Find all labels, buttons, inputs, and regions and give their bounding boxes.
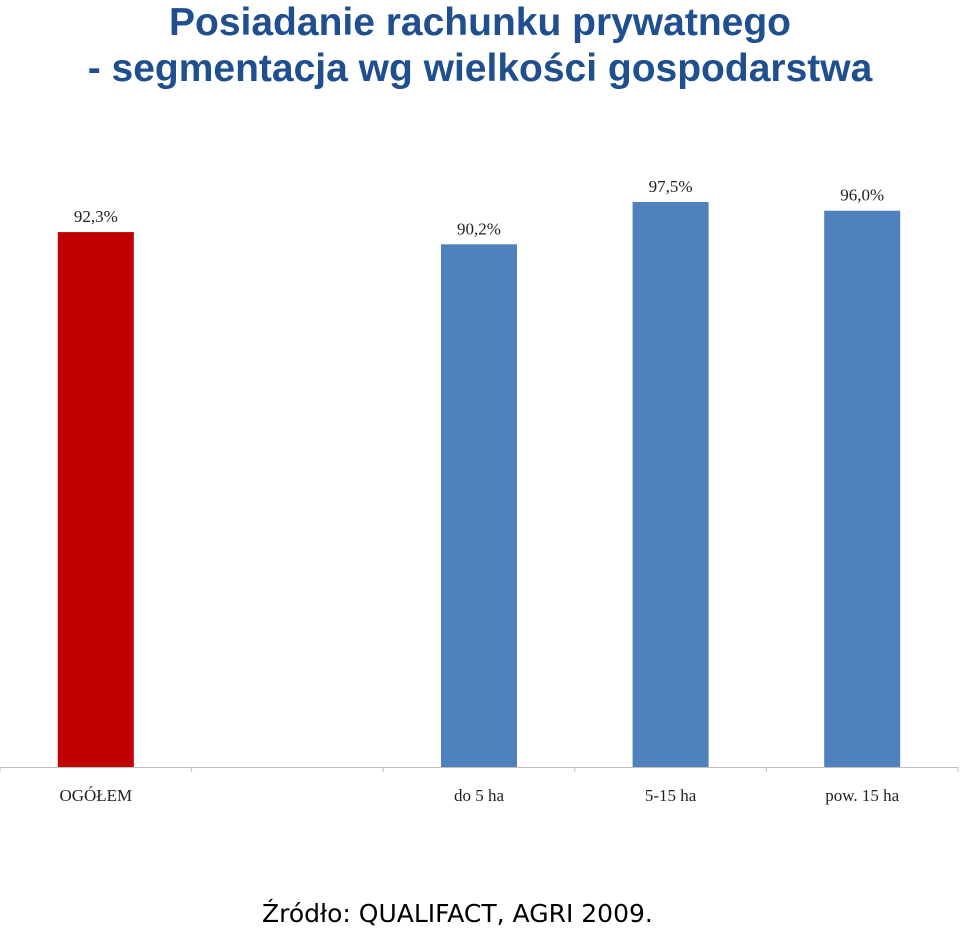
- bar: [57, 232, 134, 768]
- bars-group: [57, 202, 901, 768]
- x-tick-label: do 5 ha: [454, 786, 505, 805]
- x-tick-label: OGÓŁEM: [59, 786, 132, 805]
- bar-value-label: 97,5%: [649, 177, 693, 196]
- bar-value-label: 96,0%: [840, 186, 884, 205]
- source-note: Źródło: QUALIFACT, AGRI 2009.: [262, 899, 653, 928]
- value-labels-group: 92,3% 90,2% 97,5% 96,0%: [74, 177, 884, 238]
- category-labels-group: OGÓŁEM do 5 ha 5-15 ha pow. 15 ha: [59, 786, 899, 805]
- x-tick-label: 5-15 ha: [645, 786, 697, 805]
- chart-title-line-1: Posiadanie rachunku prywatnego: [169, 1, 791, 44]
- chart-title: Posiadanie rachunku prywatnego - segment…: [0, 0, 960, 92]
- chart-title-line-2: - segmentacja wg wielkości gospodarstwa: [87, 47, 873, 90]
- bar: [632, 202, 709, 767]
- x-axis: [0, 767, 959, 772]
- bar: [441, 244, 517, 768]
- bar-value-label: 92,3%: [74, 207, 118, 226]
- bar-value-label: 90,2%: [457, 219, 501, 238]
- x-tick-label: pow. 15 ha: [825, 786, 899, 805]
- bar: [824, 210, 901, 767]
